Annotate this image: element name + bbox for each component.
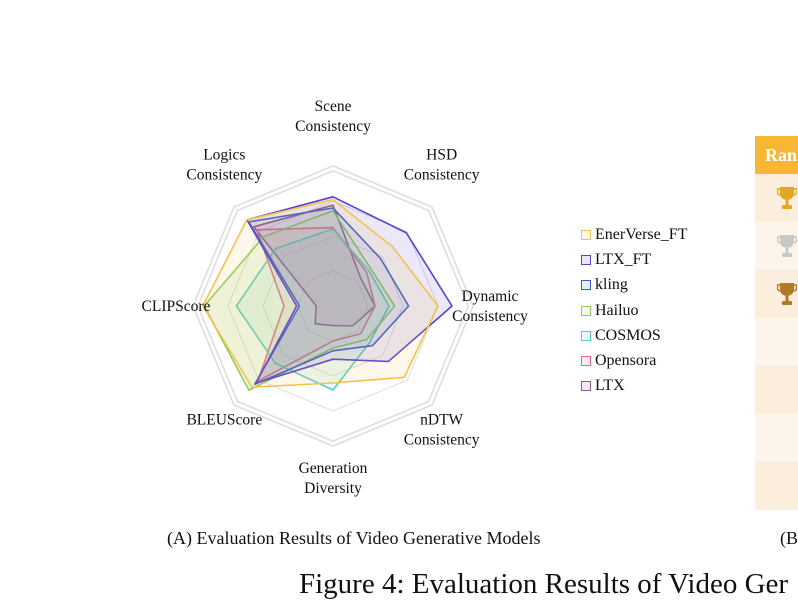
legend-label: EnerVerse_FT xyxy=(595,225,688,243)
table-row xyxy=(755,270,798,318)
panel-b-caption: (B xyxy=(780,528,798,548)
legend-label: kling xyxy=(595,276,628,294)
grid-ring xyxy=(197,170,469,442)
axis-label: Scene xyxy=(314,98,351,115)
series-ltx xyxy=(253,204,376,327)
legend-swatch xyxy=(581,305,591,316)
series-enerverse-ft xyxy=(202,198,439,388)
table-row xyxy=(755,222,798,270)
series-hailuo xyxy=(203,210,396,391)
legend-label: Opensora xyxy=(595,352,657,370)
trophy-icon xyxy=(777,235,797,257)
legend-swatch xyxy=(581,356,591,367)
axis-label: Consistency xyxy=(452,308,528,325)
legend-item: LTX_FT xyxy=(581,247,687,272)
legend-swatch xyxy=(581,330,591,341)
axis-label: Diversity xyxy=(304,480,362,497)
legend-item: kling xyxy=(581,273,687,298)
axis-label: Consistency xyxy=(186,166,262,183)
axis-label: Generation xyxy=(299,460,368,477)
legend-item: EnerVerse_FT xyxy=(581,222,687,247)
legend-item: Opensora xyxy=(581,348,687,373)
table-row xyxy=(755,318,798,366)
panel-a-caption: (A) Evaluation Results of Video Generati… xyxy=(167,528,541,548)
series-ltx-ft xyxy=(246,196,453,385)
radar-series xyxy=(202,196,453,391)
table-row xyxy=(755,414,798,462)
table-row xyxy=(755,174,798,222)
legend-swatch xyxy=(581,229,591,240)
axis-label: Dynamic xyxy=(462,288,519,305)
ranking-table-partial: Ran xyxy=(755,136,798,514)
axis-label: HSD xyxy=(426,146,457,163)
axis-label: Consistency xyxy=(295,118,371,135)
axis-label: BLEUScore xyxy=(186,412,262,429)
legend-swatch xyxy=(581,280,591,291)
legend-label: Hailuo xyxy=(595,301,639,319)
table-row xyxy=(755,366,798,414)
series-kling xyxy=(248,207,410,386)
axis-label: Consistency xyxy=(404,166,480,183)
axis-label: nDTW xyxy=(420,412,463,429)
axis-label: Logics xyxy=(203,146,245,163)
table-row xyxy=(755,462,798,510)
legend-swatch xyxy=(581,254,591,265)
legend-label: LTX_FT xyxy=(595,250,652,268)
grid-ring xyxy=(192,165,474,447)
legend-label: LTX xyxy=(595,377,625,395)
legend-item: COSMOS xyxy=(581,323,687,348)
axis-label: CLIPScore xyxy=(142,298,211,315)
trophy-icon xyxy=(777,283,797,305)
figure-caption: Figure 4: Evaluation Results of Video Ge… xyxy=(299,568,789,600)
grid-ring xyxy=(227,200,439,412)
series-opensora xyxy=(255,226,376,383)
trophy-icon xyxy=(777,187,797,209)
axis-label: Consistency xyxy=(404,432,480,449)
legend-swatch xyxy=(581,381,591,392)
legend-label: COSMOS xyxy=(595,326,661,344)
legend-item: LTX xyxy=(581,374,687,399)
table-header: Ran xyxy=(755,136,798,174)
legend-item: Hailuo xyxy=(581,298,687,323)
radar-axis-labels: Scene Consistency HSD Consistency Dynamic Con… xyxy=(142,98,529,497)
